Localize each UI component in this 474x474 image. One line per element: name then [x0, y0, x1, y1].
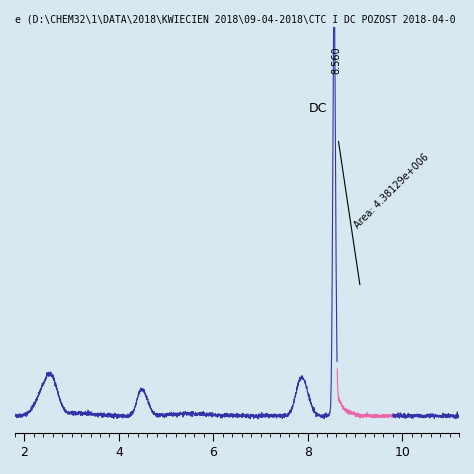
Text: 8.560: 8.560 — [331, 47, 341, 74]
Text: Area: 4.38129e+006: Area: 4.38129e+006 — [352, 152, 431, 230]
Text: DC: DC — [308, 102, 327, 115]
Text: e (D:\CHEM32\1\DATA\2018\KWIECIEN 2018\09-04-2018\CTC I DC POZOST 2018-04-0: e (D:\CHEM32\1\DATA\2018\KWIECIEN 2018\0… — [15, 15, 456, 25]
